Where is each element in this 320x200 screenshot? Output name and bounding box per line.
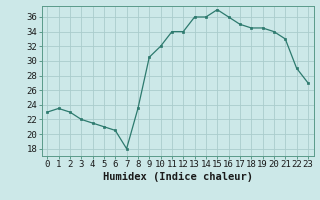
X-axis label: Humidex (Indice chaleur): Humidex (Indice chaleur) — [103, 172, 252, 182]
